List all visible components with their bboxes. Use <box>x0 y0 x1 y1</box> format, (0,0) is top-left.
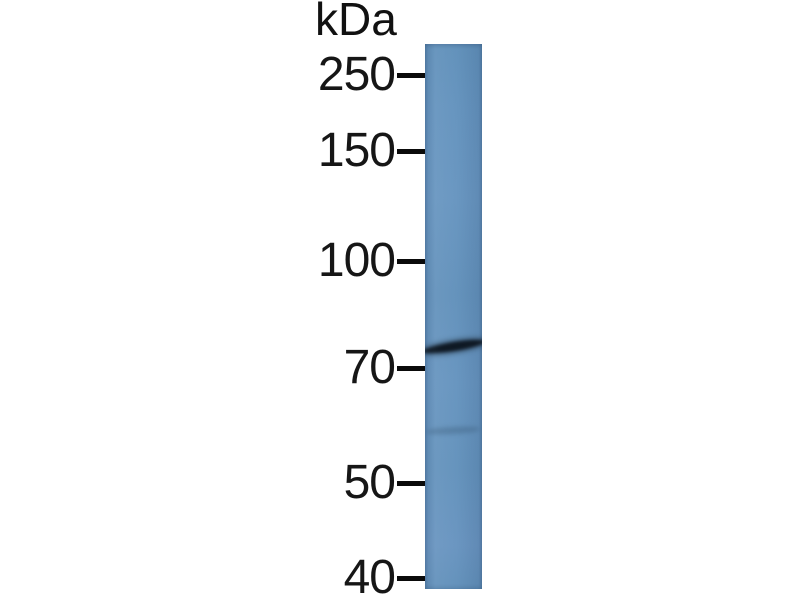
marker-row-70: 70 <box>280 340 426 396</box>
protein-band-main <box>425 337 482 356</box>
marker-row-250: 250 <box>280 47 426 103</box>
marker-label: 70 <box>343 341 396 394</box>
marker-tick <box>397 480 426 486</box>
marker-row-100: 100 <box>280 233 426 289</box>
blot-lane <box>425 44 482 589</box>
marker-tick <box>397 148 426 154</box>
marker-label: 50 <box>343 456 396 509</box>
marker-row-50: 50 <box>280 455 426 511</box>
unit-label-kda: kDa <box>315 0 397 45</box>
marker-tick <box>397 365 426 371</box>
marker-label: 40 <box>343 551 396 600</box>
marker-tick <box>397 575 426 581</box>
marker-tick <box>397 72 426 78</box>
marker-row-40: 40 <box>280 550 426 600</box>
marker-tick <box>397 258 426 264</box>
protein-band-faint <box>425 425 481 436</box>
marker-label: 100 <box>317 234 396 287</box>
marker-label: 250 <box>317 48 396 101</box>
marker-label: 150 <box>317 124 396 177</box>
marker-row-150: 150 <box>280 123 426 179</box>
protein-band-main-core <box>435 338 481 353</box>
